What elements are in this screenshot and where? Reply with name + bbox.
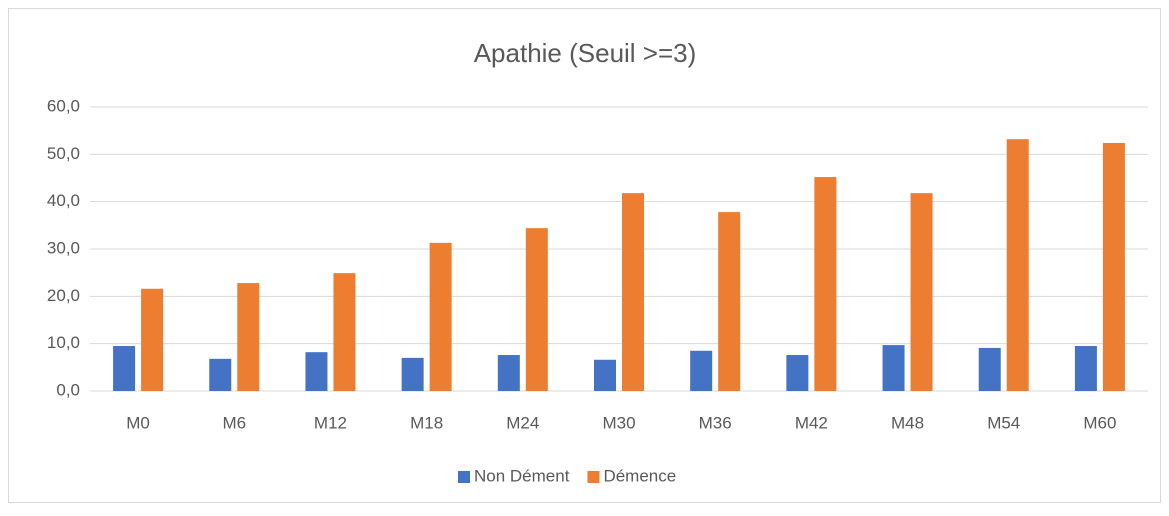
bar [429,242,452,391]
bar [622,193,644,391]
legend-swatch [458,471,470,483]
chart-title: Apathie (Seuil >=3) [474,38,697,68]
bar [305,352,328,391]
x-tick-label: M6 [222,413,246,432]
y-tick-label: 10,0 [47,333,80,352]
bar [910,193,933,391]
legend-label: Démence [603,466,676,485]
bar [690,350,713,391]
bar [497,355,520,391]
chart-border [8,8,1161,503]
bar [141,288,164,391]
bar [978,347,1001,391]
y-tick-label: 40,0 [47,191,80,210]
bar [113,346,136,391]
x-tick-label: M48 [891,413,924,432]
x-tick-label: M18 [410,413,443,432]
legend-swatch [587,471,600,483]
y-tick-label: 60,0 [47,96,80,115]
y-tick-label: 20,0 [47,286,80,305]
bar [401,357,424,391]
bar [718,212,741,391]
x-tick-label: M0 [126,413,150,432]
x-tick-label: M60 [1083,413,1116,432]
x-tick-label: M12 [314,413,347,432]
bar [594,359,616,391]
bar [525,228,548,391]
bar [209,358,232,391]
bar [237,283,260,391]
bar [814,177,837,391]
y-tick-label: 30,0 [47,238,80,257]
y-tick-label: 0,0 [56,380,80,399]
legend-label: Non Dément [474,466,570,485]
bar [882,345,905,391]
x-tick-label: M54 [987,413,1020,432]
y-tick-label: 50,0 [47,144,80,163]
bar [786,355,809,391]
bar [1102,142,1125,391]
x-tick-label: M36 [699,413,732,432]
x-tick-label: M42 [795,413,828,432]
bar [1006,139,1029,391]
bar [1074,346,1097,391]
x-tick-label: M30 [602,413,635,432]
bar [333,273,356,391]
x-tick-label: M24 [506,413,539,432]
